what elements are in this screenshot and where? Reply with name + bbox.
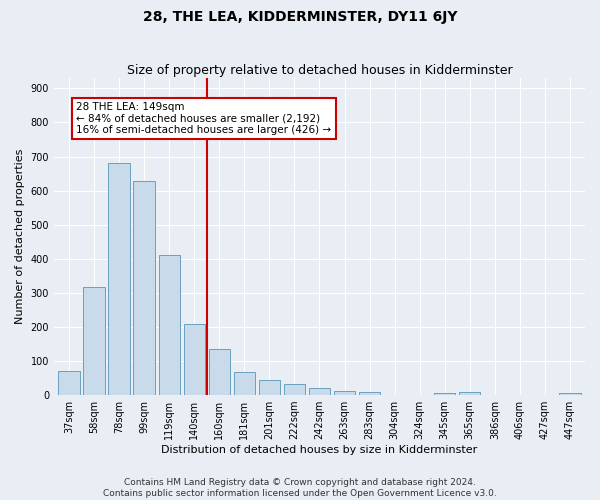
Bar: [459, 392, 481, 395]
X-axis label: Distribution of detached houses by size in Kidderminster: Distribution of detached houses by size …: [161, 445, 478, 455]
Text: Contains HM Land Registry data © Crown copyright and database right 2024.
Contai: Contains HM Land Registry data © Crown c…: [103, 478, 497, 498]
Bar: [309, 388, 330, 395]
Bar: [133, 181, 155, 395]
Title: Size of property relative to detached houses in Kidderminster: Size of property relative to detached ho…: [127, 64, 512, 77]
Bar: [259, 380, 280, 395]
Bar: [209, 349, 230, 395]
Bar: [434, 394, 455, 395]
Bar: [109, 164, 130, 395]
Text: 28 THE LEA: 149sqm
← 84% of detached houses are smaller (2,192)
16% of semi-deta: 28 THE LEA: 149sqm ← 84% of detached hou…: [76, 102, 332, 135]
Text: 28, THE LEA, KIDDERMINSTER, DY11 6JY: 28, THE LEA, KIDDERMINSTER, DY11 6JY: [143, 10, 457, 24]
Bar: [83, 286, 104, 395]
Bar: [58, 371, 80, 395]
Y-axis label: Number of detached properties: Number of detached properties: [15, 149, 25, 324]
Bar: [359, 392, 380, 395]
Bar: [284, 384, 305, 395]
Bar: [233, 372, 255, 395]
Bar: [559, 394, 581, 395]
Bar: [184, 324, 205, 395]
Bar: [334, 391, 355, 395]
Bar: [158, 256, 180, 395]
